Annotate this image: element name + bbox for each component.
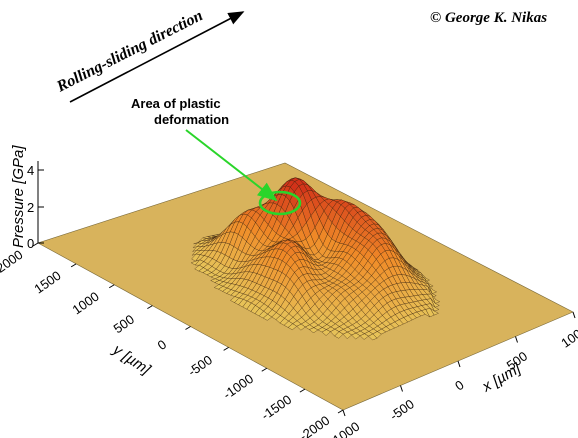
y-tick xyxy=(147,305,153,310)
y-tick-label: 500 xyxy=(111,312,137,337)
direction-arrow xyxy=(69,11,245,103)
surface-facet xyxy=(368,333,378,341)
y-axis-label: y [µm] xyxy=(109,341,154,379)
y-tick-label: 1000 xyxy=(70,289,102,318)
annotation-line-2: deformation xyxy=(154,112,229,127)
y-tick xyxy=(32,242,39,247)
z-tick-label-0: 0 xyxy=(27,236,34,251)
annotation-line-1: Area of plastic xyxy=(131,96,221,111)
x-tick xyxy=(457,360,461,368)
z-axis-label: Pressure [GPa] xyxy=(10,145,27,248)
y-tick-label: -1500 xyxy=(258,392,294,423)
y-tick xyxy=(261,367,268,372)
y-tick xyxy=(337,409,344,414)
y-tick-label: -2000 xyxy=(296,413,332,438)
x-tick xyxy=(515,336,518,343)
x-tick-label: -500 xyxy=(387,396,417,423)
x-tick xyxy=(342,409,346,417)
x-tick xyxy=(572,311,576,319)
z-tick-label-4: 4 xyxy=(27,163,34,178)
direction-label: Rolling-sliding direction xyxy=(53,7,205,96)
y-tick xyxy=(223,346,229,351)
y-tick xyxy=(185,326,191,330)
y-tick-label: 0 xyxy=(155,337,170,353)
y-tick-label: -1000 xyxy=(220,371,256,402)
y-tick xyxy=(108,284,115,289)
x-tick xyxy=(400,385,403,392)
x-tick-label: -1000 xyxy=(326,419,362,438)
annotation-pointer xyxy=(185,129,278,202)
z-tick-label-2: 2 xyxy=(27,200,34,215)
x-tick-label: 0 xyxy=(452,377,467,393)
y-tick xyxy=(299,388,306,393)
x-tick-label: 1000 xyxy=(558,322,578,351)
x-axis-label: x [µm] xyxy=(479,360,525,396)
surface-mesh xyxy=(190,177,441,341)
y-tick-label: 1500 xyxy=(31,268,63,297)
y-tick xyxy=(70,263,77,268)
y-tick-label: 2000 xyxy=(0,247,26,276)
plastic-deformation-marker xyxy=(258,190,302,216)
y-tick-label: -500 xyxy=(185,352,215,379)
copyright-text: © George K. Nikas xyxy=(430,10,547,26)
